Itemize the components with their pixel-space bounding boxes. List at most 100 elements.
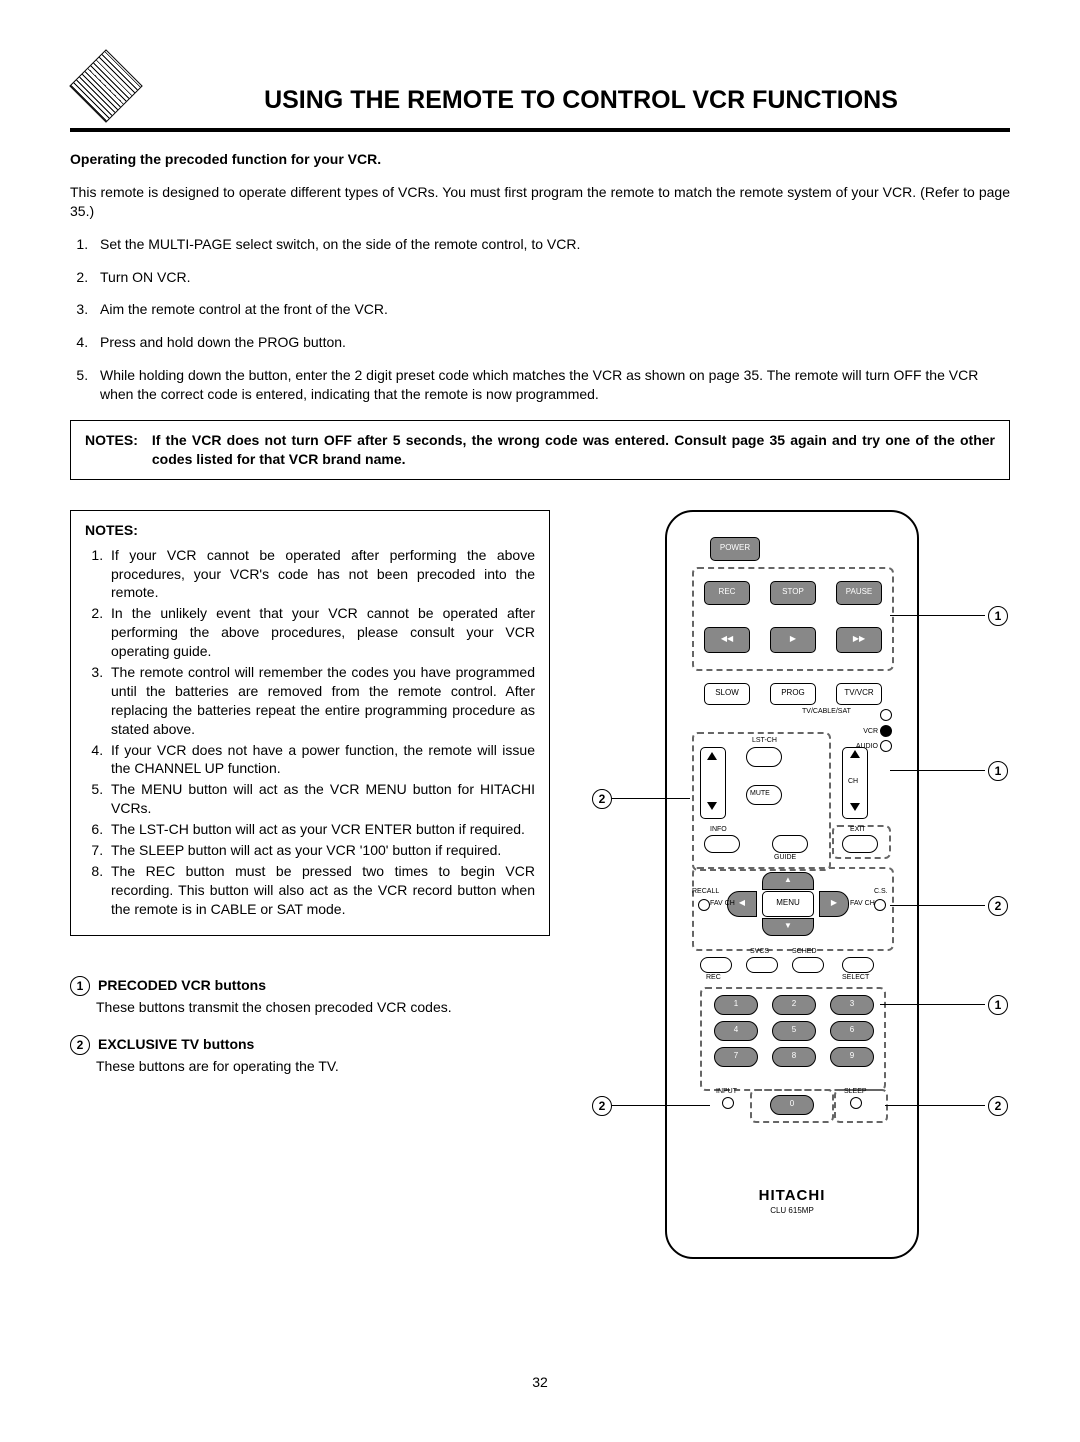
play-button: ▶ <box>770 627 816 653</box>
vcr-label: VCR <box>863 727 878 736</box>
notes-bar: NOTES: If the VCR does not turn OFF afte… <box>70 420 1010 480</box>
pause-button: PAUSE <box>836 581 882 605</box>
page-header: USING THE REMOTE TO CONTROL VCR FUNCTION… <box>70 50 1010 122</box>
rec2-label: REC <box>706 973 721 982</box>
note-item: If your VCR does not have a power functi… <box>107 741 535 779</box>
title-rule <box>70 128 1010 132</box>
sched-button <box>792 957 824 973</box>
note-item: If your VCR cannot be operated after per… <box>107 546 535 603</box>
precoded-head: PRECODED VCR buttons <box>98 976 266 995</box>
callout-line <box>885 1105 985 1107</box>
recall-led-icon <box>698 899 710 911</box>
svcs-label: SVCS <box>750 947 769 956</box>
callout-line <box>612 798 690 800</box>
rec2-button <box>700 957 732 973</box>
note-item: The LST-CH button will act as your VCR E… <box>107 820 535 839</box>
precoded-desc: These buttons transmit the chosen precod… <box>96 998 550 1017</box>
note-item: The SLEEP button will act as your VCR '1… <box>107 841 535 860</box>
brand-name: HITACHI <box>667 1186 917 1206</box>
notes-bar-text: If the VCR does not turn OFF after 5 sec… <box>152 431 995 469</box>
input-led-icon <box>722 1097 734 1109</box>
favup-label: FAV CH <box>710 899 735 908</box>
step-item: Turn ON VCR. <box>92 268 1010 287</box>
callout-two-icon: 2 <box>592 1096 612 1116</box>
step-item: Aim the remote control at the front of t… <box>92 300 1010 319</box>
num-1: 1 <box>714 995 758 1015</box>
num-5: 5 <box>772 1021 816 1041</box>
notes-box: NOTES: If your VCR cannot be operated af… <box>70 510 550 936</box>
circled-two-icon: 2 <box>70 1035 90 1055</box>
guide-label: GUIDE <box>774 853 796 862</box>
svcs-button <box>746 957 778 973</box>
ch-down-icon <box>850 803 860 811</box>
vol-down-icon <box>707 802 717 810</box>
steps-list: Set the MULTI-PAGE select switch, on the… <box>70 235 1010 404</box>
callout-line <box>890 770 985 772</box>
cs-label: C.S. <box>874 887 888 896</box>
note-item: The MENU button will act as the VCR MENU… <box>107 780 535 818</box>
led-icon <box>880 725 892 737</box>
sched-label: SCHED <box>792 947 817 956</box>
rewind-button: ◀◀ <box>704 627 750 653</box>
callout-one-icon: 1 <box>988 606 1008 626</box>
tvvcr-button: TV/VCR <box>836 683 882 705</box>
brand-logo-icon <box>69 49 143 123</box>
num-0: 0 <box>770 1095 814 1115</box>
note-item: The remote control will remember the cod… <box>107 663 535 739</box>
lstch-button <box>746 747 782 767</box>
circled-one-icon: 1 <box>70 976 90 996</box>
led-icon <box>880 709 892 721</box>
callout-line <box>880 1004 985 1006</box>
remote-brand: HITACHI CLU 615MP <box>667 1186 917 1217</box>
num-3: 3 <box>830 995 874 1015</box>
callout-line <box>612 1105 710 1107</box>
num-8: 8 <box>772 1047 816 1067</box>
callout-two-icon: 2 <box>988 896 1008 916</box>
guide-button <box>772 835 808 853</box>
callout-one-icon: 1 <box>988 995 1008 1015</box>
callout-one-icon: 1 <box>988 761 1008 781</box>
step-item: While holding down the button, enter the… <box>92 366 1010 404</box>
menu-button: MENU <box>762 891 814 917</box>
exclusive-desc: These buttons are for operating the TV. <box>96 1057 550 1076</box>
power-button: POWER <box>710 537 760 561</box>
num-6: 6 <box>830 1021 874 1041</box>
num-2: 2 <box>772 995 816 1015</box>
exit-button <box>842 835 878 853</box>
notes-box-label: NOTES: <box>85 521 535 540</box>
step-item: Set the MULTI-PAGE select switch, on the… <box>92 235 1010 254</box>
stop-button: STOP <box>770 581 816 605</box>
step-item: Press and hold down the PROG button. <box>92 333 1010 352</box>
vol-label: VOL <box>703 777 717 786</box>
exclusive-section: 2 EXCLUSIVE TV buttons These buttons are… <box>70 1035 550 1076</box>
lstch-label: LST-CH <box>752 736 777 745</box>
prog-button: PROG <box>770 683 816 705</box>
nav-up-button: ▲ <box>762 872 814 890</box>
num-9: 9 <box>830 1047 874 1067</box>
slow-button: SLOW <box>704 683 750 705</box>
page-number: 32 <box>70 1373 1010 1392</box>
vol-up-icon <box>707 752 717 760</box>
led-icon <box>880 740 892 752</box>
note-item: The REC button must be pressed two times… <box>107 862 535 919</box>
sleep-label: SLEEP <box>844 1087 867 1096</box>
precoded-section: 1 PRECODED VCR buttons These buttons tra… <box>70 976 550 1017</box>
ffwd-button: ▶▶ <box>836 627 882 653</box>
input-label: INPUT <box>716 1087 737 1096</box>
nav-right-button: ▶ <box>819 891 849 917</box>
remote-outline: POWER REC STOP PAUSE ◀◀ ▶ ▶▶ SLOW PROG T… <box>665 510 919 1259</box>
favdn-label: FAV CH <box>850 899 875 908</box>
sleep-led-icon <box>850 1097 862 1109</box>
intro-paragraph: This remote is designed to operate diffe… <box>70 183 1010 221</box>
ch-up-icon <box>850 750 860 758</box>
nav-down-button: ▼ <box>762 918 814 936</box>
cs-led-icon <box>874 899 886 911</box>
callout-two-icon: 2 <box>988 1096 1008 1116</box>
tvcablesat-label: TV/CABLE/SAT <box>802 707 851 716</box>
note-item: In the unlikely event that your VCR cann… <box>107 604 535 661</box>
callout-line <box>890 905 985 907</box>
ch-label: CH <box>848 777 858 786</box>
exclusive-head: EXCLUSIVE TV buttons <box>98 1035 254 1054</box>
page-title: USING THE REMOTE TO CONTROL VCR FUNCTION… <box>152 84 1010 122</box>
num-4: 4 <box>714 1021 758 1041</box>
